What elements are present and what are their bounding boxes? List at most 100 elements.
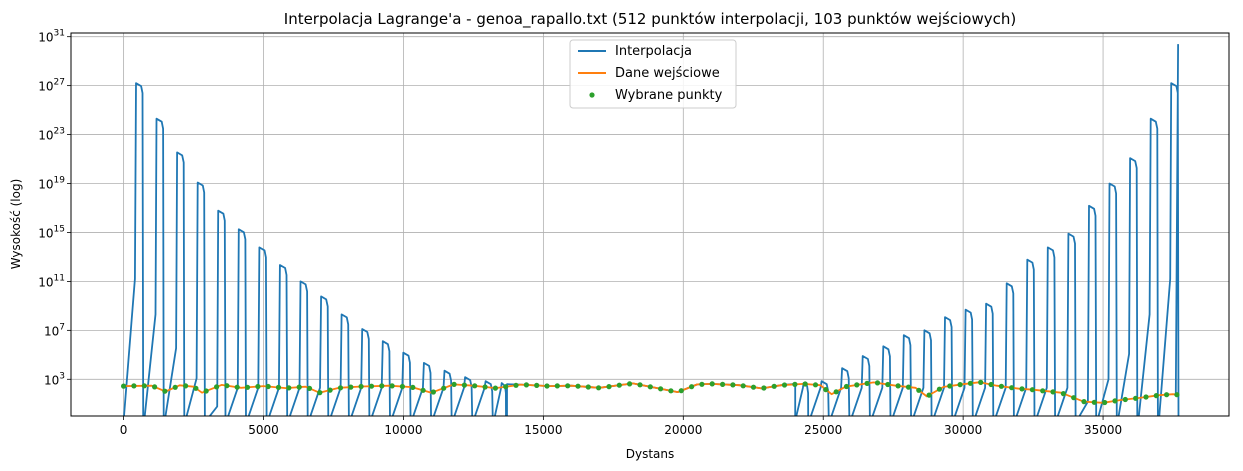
selected-point bbox=[1081, 399, 1087, 405]
legend-frame bbox=[569, 39, 737, 109]
y-axis: 103 107 1011 1015 1019 1023 1027 1031 bbox=[38, 29, 71, 387]
y-tick-label: 1031 bbox=[38, 29, 65, 45]
y-tick-label: 1023 bbox=[38, 127, 65, 143]
selected-point bbox=[709, 381, 715, 387]
selected-point bbox=[317, 390, 323, 396]
legend-label-interpolacja: Interpolacja bbox=[615, 44, 692, 59]
selected-point bbox=[596, 385, 602, 391]
selected-point bbox=[575, 383, 581, 389]
selected-point bbox=[647, 384, 653, 390]
selected-point bbox=[689, 384, 695, 390]
y-tick-label: 1011 bbox=[38, 273, 65, 289]
selected-point bbox=[1029, 387, 1035, 393]
selected-point bbox=[699, 381, 705, 387]
selected-point bbox=[885, 381, 891, 388]
selected-point bbox=[1174, 392, 1180, 398]
selected-point bbox=[482, 384, 488, 390]
selected-point bbox=[379, 383, 385, 389]
selected-point bbox=[523, 382, 530, 388]
selected-point bbox=[368, 383, 375, 389]
selected-point bbox=[141, 383, 147, 389]
selected-point bbox=[286, 385, 292, 391]
selected-point bbox=[998, 383, 1005, 389]
y-tick-label: 1019 bbox=[38, 176, 65, 192]
selected-point bbox=[926, 392, 932, 398]
selected-point bbox=[978, 379, 984, 385]
legend-label-dane-wejsciowe: Dane wejściowe bbox=[615, 66, 720, 81]
selected-point bbox=[823, 387, 829, 393]
selected-point bbox=[957, 382, 963, 388]
selected-point bbox=[265, 383, 271, 390]
selected-point bbox=[399, 383, 405, 390]
selected-point bbox=[152, 384, 158, 390]
selected-point bbox=[348, 384, 354, 390]
selected-point bbox=[513, 382, 519, 388]
selected-point bbox=[658, 386, 664, 392]
selected-point bbox=[864, 380, 870, 386]
x-tick-label: 10000 bbox=[384, 423, 422, 437]
selected-point bbox=[389, 383, 395, 389]
selected-point bbox=[451, 381, 457, 387]
selected-point bbox=[183, 383, 189, 389]
selected-point bbox=[637, 382, 643, 388]
selected-point bbox=[410, 384, 416, 390]
selected-point bbox=[121, 383, 127, 389]
selected-point bbox=[792, 381, 798, 387]
x-tick-label: 0 bbox=[120, 423, 128, 437]
y-tick-label: 1027 bbox=[38, 78, 65, 94]
selected-point bbox=[1122, 396, 1128, 403]
selected-point bbox=[678, 388, 684, 394]
selected-point bbox=[544, 383, 550, 389]
selected-point bbox=[203, 388, 209, 394]
selected-point bbox=[905, 384, 912, 390]
y-tick-label: 1015 bbox=[38, 224, 65, 240]
selected-point bbox=[472, 383, 478, 389]
selected-point bbox=[967, 380, 974, 386]
selected-point bbox=[337, 385, 344, 391]
selected-point bbox=[534, 382, 540, 388]
selected-point bbox=[565, 383, 571, 389]
y-tick-label: 103 bbox=[44, 371, 65, 387]
x-tick-label: 15000 bbox=[524, 423, 562, 437]
selected-point bbox=[916, 387, 922, 393]
selected-point bbox=[255, 383, 261, 390]
selected-point bbox=[1102, 399, 1108, 406]
selected-point bbox=[1153, 393, 1159, 399]
selected-point bbox=[1050, 389, 1056, 395]
selected-point bbox=[1071, 395, 1077, 401]
legend-label-wybrane-punkty: Wybrane punkty bbox=[615, 88, 723, 103]
selected-point bbox=[874, 380, 881, 386]
selected-point bbox=[430, 389, 436, 395]
selected-point bbox=[947, 383, 953, 389]
selected-point bbox=[214, 384, 220, 390]
selected-point bbox=[358, 383, 364, 390]
selected-point bbox=[224, 383, 230, 389]
selected-point bbox=[172, 384, 178, 390]
selected-point bbox=[131, 383, 137, 389]
selected-point bbox=[895, 383, 901, 389]
selected-point bbox=[585, 384, 591, 390]
selected-point bbox=[1133, 395, 1139, 401]
x-tick-label: 25000 bbox=[804, 423, 842, 437]
selected-point bbox=[296, 384, 302, 390]
y-tick-label: 107 bbox=[44, 322, 65, 338]
x-tick-label: 30000 bbox=[944, 423, 982, 437]
selected-point bbox=[720, 381, 726, 387]
selected-point bbox=[461, 382, 467, 388]
selected-point bbox=[730, 382, 736, 388]
selected-point bbox=[761, 385, 767, 391]
selected-point bbox=[750, 384, 757, 390]
selected-point bbox=[936, 386, 943, 392]
selected-point bbox=[1112, 398, 1118, 404]
selected-point bbox=[327, 387, 333, 393]
selected-point bbox=[668, 388, 674, 394]
selected-point bbox=[234, 384, 240, 390]
selected-point bbox=[1164, 392, 1170, 398]
selected-point bbox=[193, 385, 199, 391]
selected-point bbox=[503, 384, 509, 390]
selected-point bbox=[843, 383, 850, 390]
selected-point bbox=[162, 388, 168, 394]
x-tick-label: 5000 bbox=[248, 423, 279, 437]
selected-point bbox=[1040, 388, 1046, 394]
